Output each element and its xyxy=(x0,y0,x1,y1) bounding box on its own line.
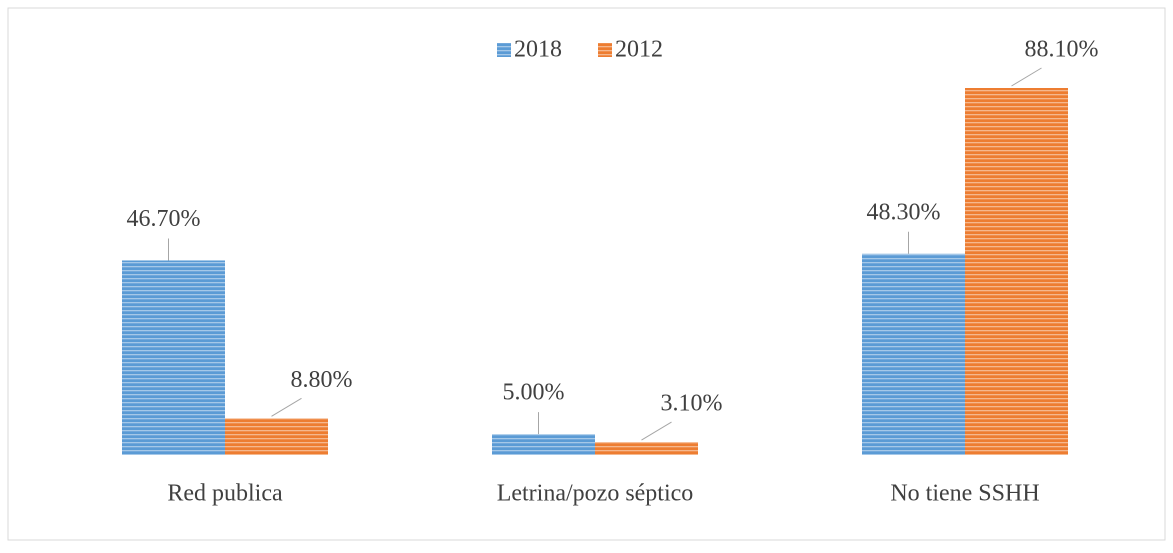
data-label: 88.10% xyxy=(1025,37,1099,63)
leader-line xyxy=(641,421,672,441)
legend-swatch xyxy=(598,43,612,57)
bar xyxy=(862,253,965,455)
data-label: 46.70% xyxy=(127,206,201,232)
legend-label: 2012 xyxy=(615,37,663,63)
data-label: 3.10% xyxy=(661,391,723,417)
leader-line xyxy=(271,397,302,417)
bar xyxy=(492,434,595,455)
bar xyxy=(595,442,698,455)
bar xyxy=(122,260,225,455)
bar xyxy=(965,88,1068,455)
bar xyxy=(225,418,328,455)
data-label: 5.00% xyxy=(503,380,565,406)
data-label: 8.80% xyxy=(291,367,353,393)
x-tick-label: Letrina/pozo séptico xyxy=(497,481,694,507)
legend-label: 2018 xyxy=(514,37,562,63)
leader-line xyxy=(1011,67,1042,87)
x-tick-label: Red publica xyxy=(167,481,283,507)
x-tick-label: No tiene SSHH xyxy=(890,481,1039,507)
legend-swatch xyxy=(497,43,511,57)
data-label: 48.30% xyxy=(867,199,941,225)
